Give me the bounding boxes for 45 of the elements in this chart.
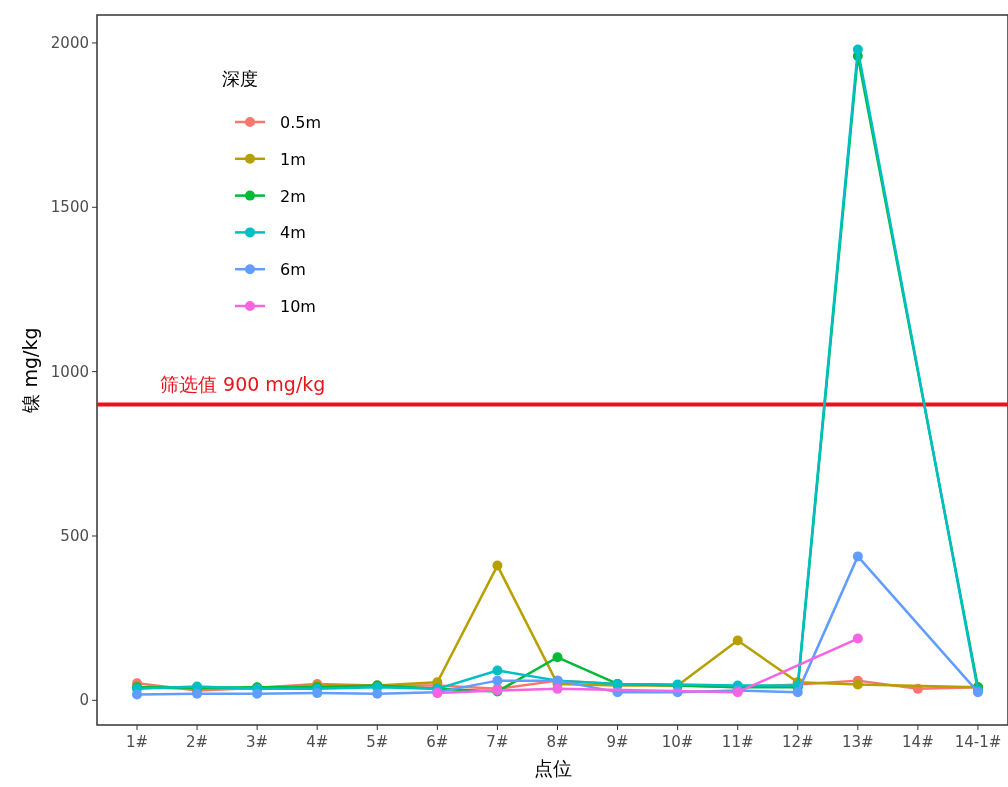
y-tick-label: 2000 (50, 33, 89, 52)
point (492, 665, 503, 676)
point (852, 44, 863, 55)
y-tick-label: 0 (79, 691, 89, 710)
y-axis-title: 镍 mg/kg (19, 327, 41, 414)
x-tick-label: 7# (486, 733, 509, 751)
x-tick-label: 13# (842, 733, 874, 751)
x-tick-label: 14-1# (954, 733, 1002, 751)
legend-label: 0.5m (280, 113, 322, 132)
point (552, 652, 563, 663)
legend-label: 10m (280, 297, 316, 316)
point (492, 675, 503, 686)
point (792, 687, 803, 698)
legend-title: 深度 (222, 68, 258, 89)
x-tick-label: 2# (186, 733, 209, 751)
x-tick-label: 5# (366, 733, 389, 751)
x-tick-label: 11# (721, 733, 754, 751)
legend-label: 2m (280, 186, 306, 206)
ref-line-label: 筛选值 900 mg/kg (160, 372, 326, 395)
y-tick-label: 1500 (50, 198, 89, 217)
x-tick-label: 12# (781, 733, 814, 751)
point (492, 560, 503, 571)
x-tick-label: 1# (125, 733, 149, 751)
ref-line: 筛选值 900 mg/kg (97, 372, 1008, 407)
point (312, 688, 323, 699)
y-tick-label: 1000 (50, 362, 89, 381)
legend-label: 4m (280, 223, 306, 243)
point (732, 635, 743, 646)
point (852, 679, 863, 690)
legend-label: 1m (280, 149, 306, 169)
x-tick-label: 4# (306, 733, 329, 751)
x-tick-label: 14# (902, 733, 934, 751)
x-tick-label: 3# (246, 733, 269, 751)
x-axis-title: 点位 (533, 757, 572, 779)
point (852, 633, 863, 644)
point (372, 688, 383, 699)
x-tick-label: 6# (426, 733, 449, 751)
x-tick-label: 8# (546, 733, 569, 751)
point (132, 689, 142, 700)
y-tick-label: 500 (60, 527, 89, 545)
x-tick-label: 10# (661, 733, 694, 751)
x-tick-label: 9# (606, 733, 629, 751)
point (852, 551, 863, 562)
point (252, 688, 263, 699)
legend-label: 6m (280, 260, 306, 280)
